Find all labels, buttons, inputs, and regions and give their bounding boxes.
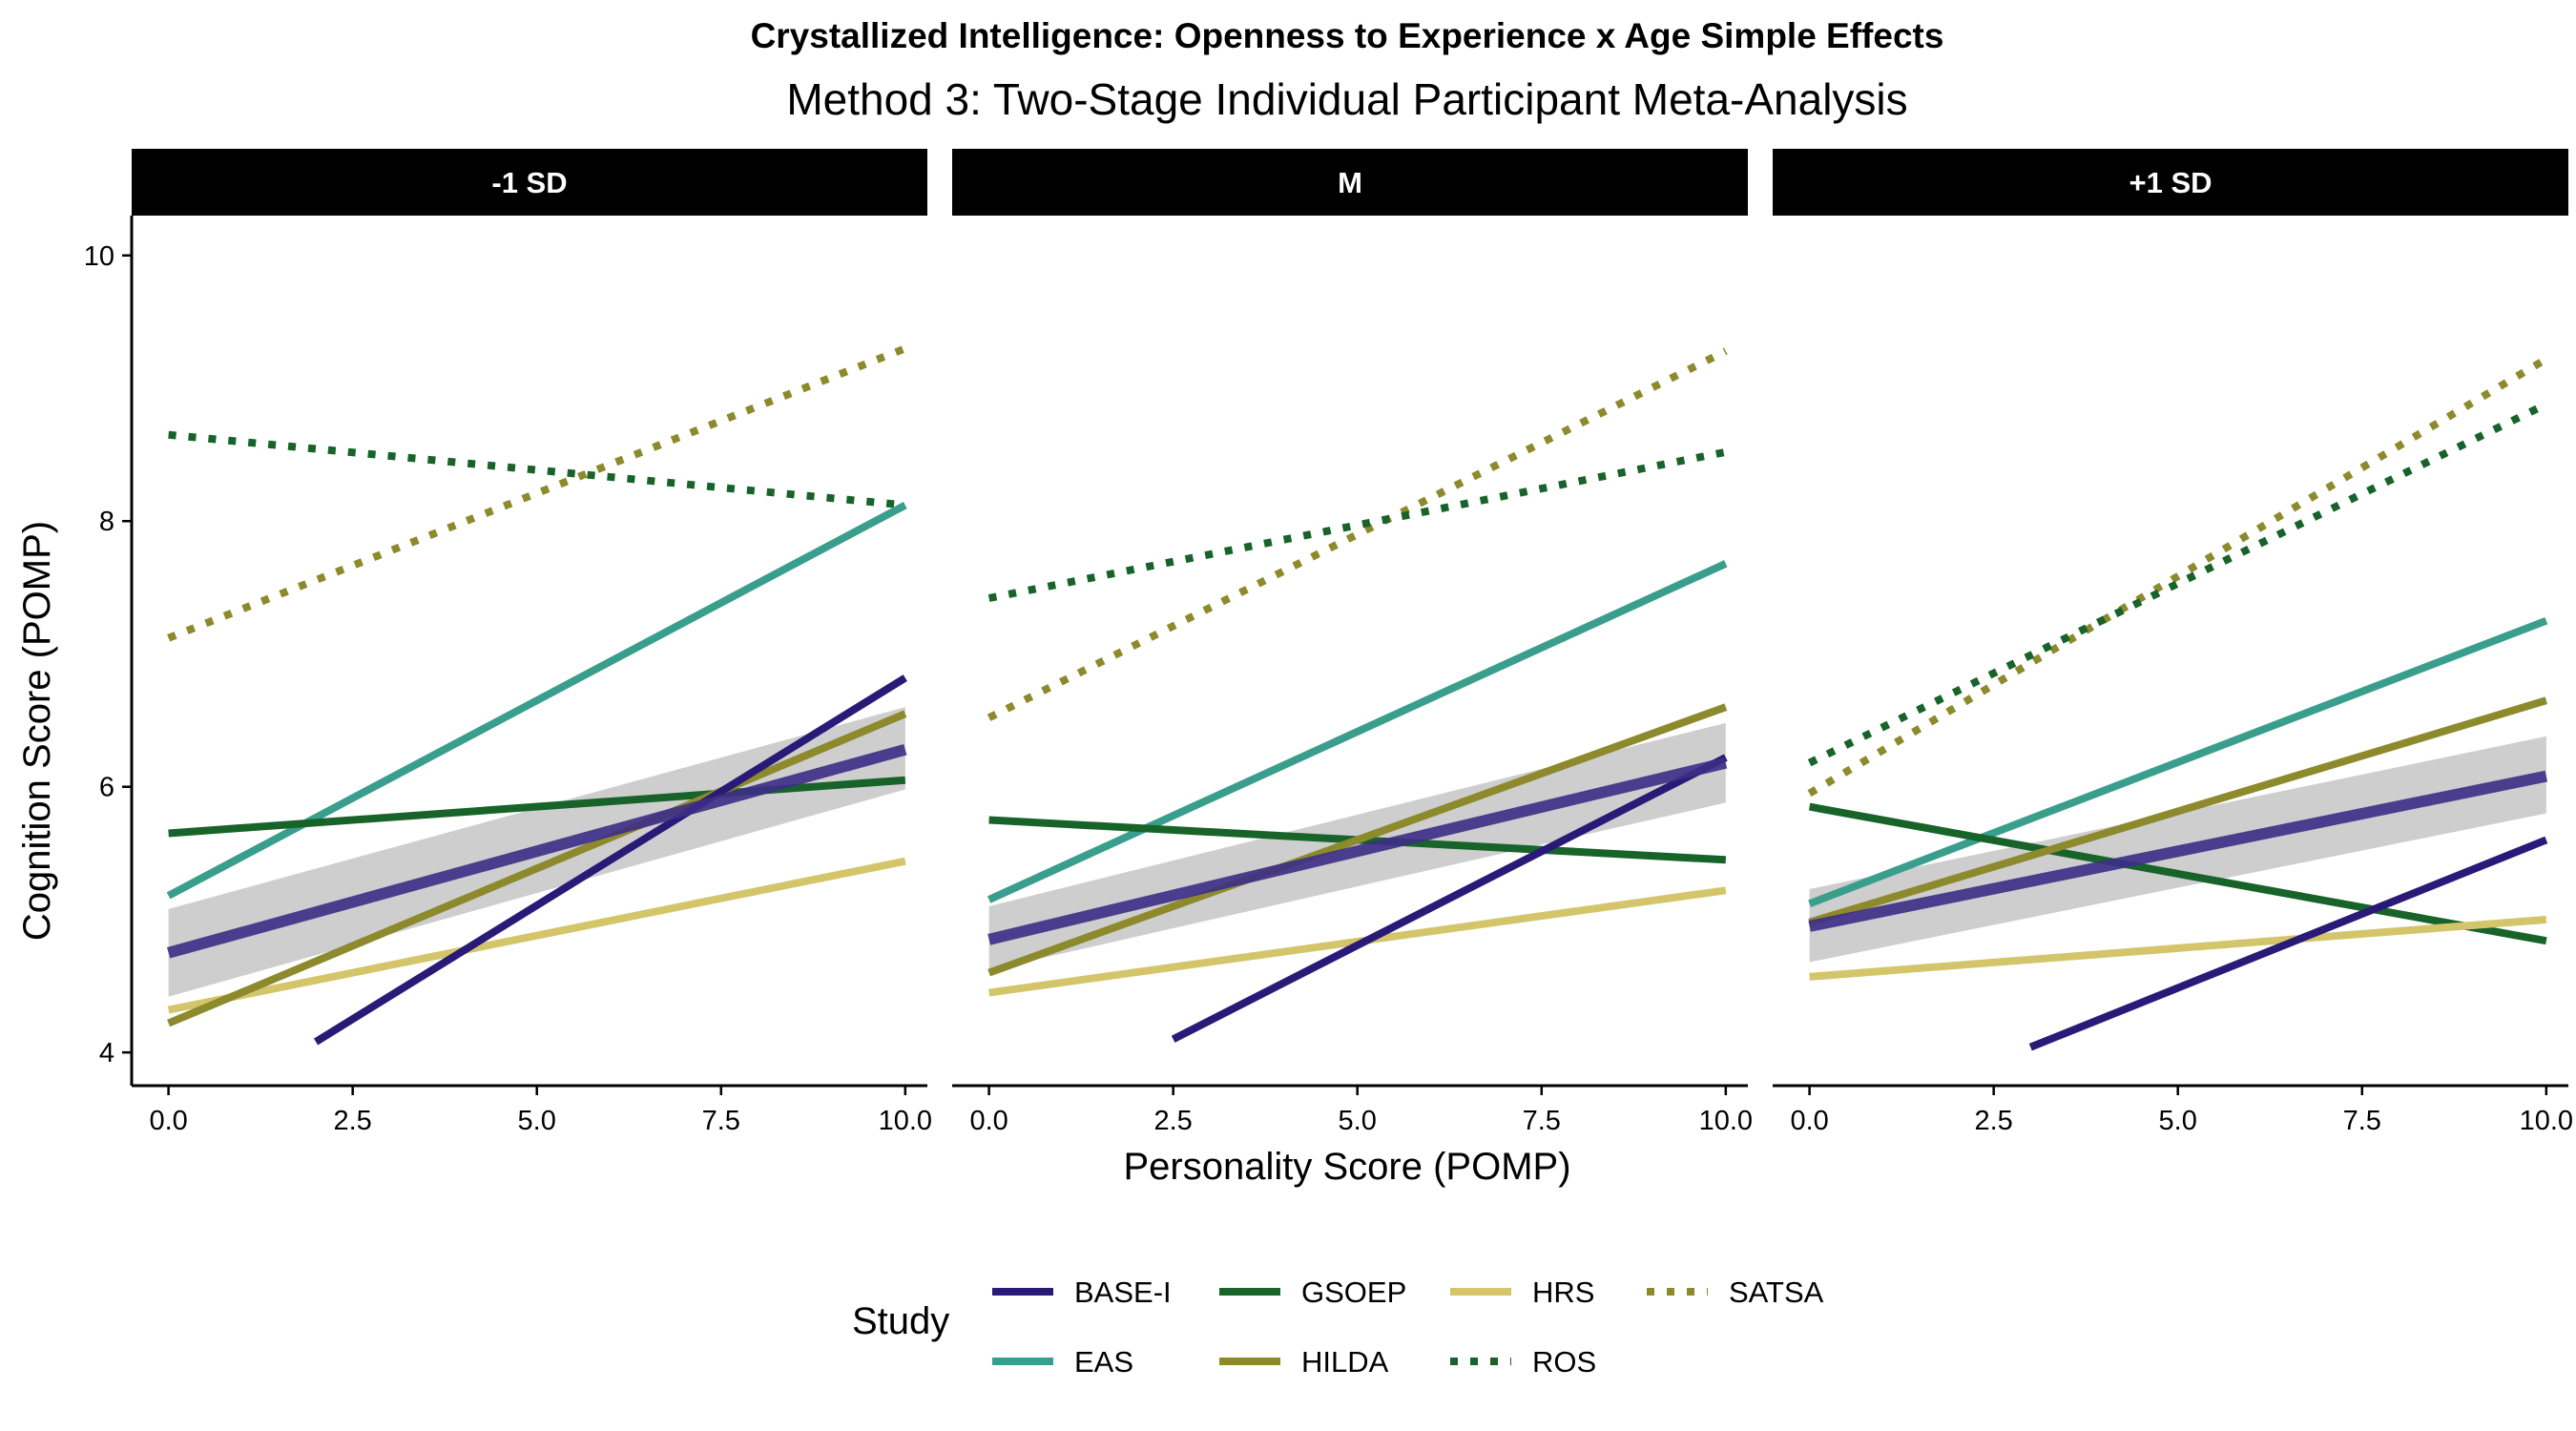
x-axis-title: Personality Score (POMP) [1123, 1146, 1570, 1188]
series-line-ros [168, 430, 906, 509]
panel-3: +1 SD 0.0 2.5 5.0 7.5 10.0 [1773, 149, 2573, 1136]
y-tick-label: 6 [99, 773, 114, 803]
legend-label-satsa: SATSA [1729, 1275, 1824, 1309]
x-tick-label: 5.0 [518, 1106, 556, 1136]
legend-label-base-i: BASE-I [1074, 1275, 1172, 1309]
legend-title: Study [852, 1300, 949, 1342]
pooled-estimate-line [1808, 770, 2548, 932]
x-tick-label: 10.0 [879, 1106, 932, 1136]
facet-strip-label: -1 SD [491, 166, 567, 199]
x-tick-label: 10.0 [2520, 1106, 2573, 1136]
series-line-eas [166, 502, 907, 900]
y-tick-label: 10 [84, 241, 114, 272]
facet-strip [952, 149, 1748, 216]
series-line-ros [987, 447, 1727, 602]
series-line-hilda [1808, 696, 2547, 926]
facet-strip-label: +1 SD [2129, 166, 2212, 199]
series-line-satsa [1807, 355, 2548, 798]
series-line-gsoep [1808, 802, 2547, 945]
series-line-base-i [2028, 836, 2548, 1051]
x-tick-label: 5.0 [2159, 1106, 2197, 1136]
series-line-hilda [987, 703, 1728, 977]
chart-title: Crystallized Intelligence: Openness to E… [751, 16, 1944, 55]
x-tick-label: 7.5 [1523, 1106, 1561, 1136]
series-line-hrs [167, 857, 906, 1014]
legend-label-hilda: HILDA [1301, 1345, 1389, 1379]
series-line-ros [1807, 401, 2548, 767]
pooled-estimate-line [987, 757, 1728, 945]
series-line-hrs [1809, 915, 2547, 981]
x-tick-label: 7.5 [2343, 1106, 2381, 1136]
y-tick-label: 4 [99, 1038, 114, 1068]
y-tick-label: 8 [99, 507, 114, 537]
series-line-hilda [167, 710, 907, 1027]
series-line-satsa [987, 347, 1728, 721]
panel-2: M 0.0 2.5 5.0 7.5 10.0 [952, 149, 1753, 1136]
x-tick-label: 0.0 [1790, 1106, 1828, 1136]
panels-layer: -1 SD 0.0 2.5 5.0 7.5 10.0 4 6 8 10 M 0.0 2.5 5.0 7.5 1… [84, 149, 2573, 1136]
x-tick-label: 0.0 [969, 1106, 1008, 1136]
facet-strip [132, 149, 927, 216]
series-line-base-i [1171, 754, 1728, 1043]
legend-label-hrs: HRS [1532, 1275, 1594, 1309]
series-line-satsa [167, 344, 907, 642]
x-tick-label: 5.0 [1339, 1106, 1377, 1136]
legend: Study BASE-I GSOEP HRS SATSA EAS HILDA ROS [852, 1275, 1824, 1379]
x-tick-label: 7.5 [702, 1106, 740, 1136]
legend-label-eas: EAS [1074, 1345, 1133, 1379]
series-line-eas [987, 560, 1728, 903]
facet-strip-label: M [1338, 166, 1362, 199]
x-tick-label: 2.5 [1154, 1106, 1193, 1136]
x-tick-label: 10.0 [1699, 1106, 1753, 1136]
x-tick-label: 2.5 [1975, 1106, 2013, 1136]
x-tick-label: 0.0 [149, 1106, 187, 1136]
series-line-eas [1808, 616, 2548, 907]
chart-subtitle: Method 3: Two-Stage Individual Participa… [786, 74, 1907, 124]
legend-label-gsoep: GSOEP [1301, 1275, 1406, 1309]
y-axis-title: Cognition Score (POMP) [16, 521, 58, 941]
pooled-estimate-line [167, 743, 907, 959]
facet-strip [1773, 149, 2568, 216]
series-line-base-i [313, 674, 907, 1046]
x-tick-label: 2.5 [334, 1106, 372, 1136]
panel-1: -1 SD 0.0 2.5 5.0 7.5 10.0 4 6 8 10 [84, 149, 932, 1136]
legend-label-ros: ROS [1532, 1345, 1596, 1379]
